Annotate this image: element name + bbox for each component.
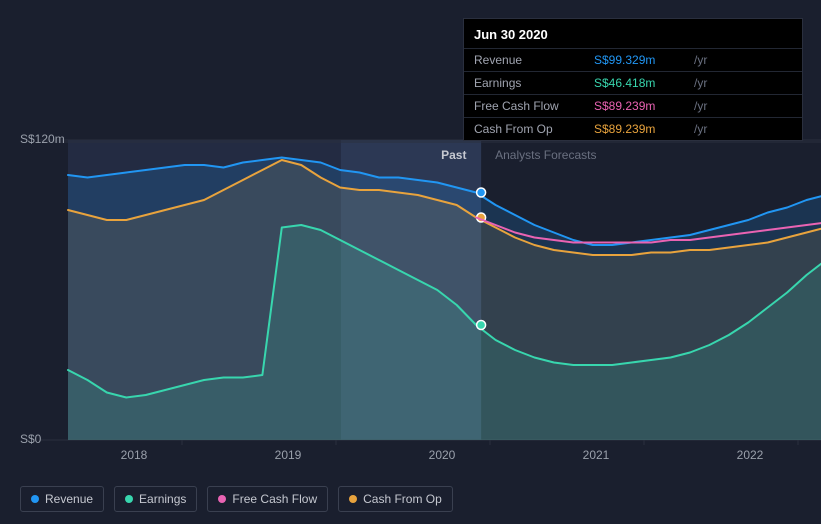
legend-dot-icon — [31, 495, 39, 503]
tooltip-unit: /yr — [694, 53, 707, 67]
tooltip-metric-value: S$99.329m — [594, 53, 694, 67]
past-label: Past — [441, 148, 449, 162]
legend-item-cash-from-op[interactable]: Cash From Op — [338, 486, 453, 512]
legend-item-revenue[interactable]: Revenue — [20, 486, 104, 512]
tooltip-metric-label: Revenue — [474, 53, 594, 67]
tooltip-date: Jun 30 2020 — [464, 19, 802, 48]
legend-label: Free Cash Flow — [232, 492, 317, 506]
tooltip-metric-label: Cash From Op — [474, 122, 594, 136]
legend-dot-icon — [349, 495, 357, 503]
y-axis-label: S$0 — [20, 432, 41, 446]
y-axis-label: S$120m — [20, 132, 65, 146]
tooltip-unit: /yr — [694, 99, 707, 113]
legend-label: Cash From Op — [363, 492, 442, 506]
chart-tooltip: Jun 30 2020 RevenueS$99.329m/yrEarningsS… — [463, 18, 803, 141]
tooltip-metric-label: Earnings — [474, 76, 594, 90]
tooltip-metric-value: S$46.418m — [594, 76, 694, 90]
tooltip-row: RevenueS$99.329m/yr — [464, 48, 802, 71]
chart-legend: Revenue Earnings Free Cash Flow Cash From O… — [20, 486, 453, 512]
legend-label: Revenue — [45, 492, 93, 506]
legend-dot-icon — [218, 495, 226, 503]
tooltip-unit: /yr — [694, 76, 707, 90]
x-axis-label: 2020 — [429, 448, 456, 462]
tooltip-metric-value: S$89.239m — [594, 122, 694, 136]
forecast-label: Analysts Forecasts — [487, 148, 596, 162]
legend-item-earnings[interactable]: Earnings — [114, 486, 197, 512]
legend-dot-icon — [125, 495, 133, 503]
tooltip-unit: /yr — [694, 122, 707, 136]
legend-label: Earnings — [139, 492, 186, 506]
x-axis-label: 2022 — [737, 448, 764, 462]
x-axis-label: 2018 — [121, 448, 148, 462]
legend-item-free-cash-flow[interactable]: Free Cash Flow — [207, 486, 328, 512]
tooltip-row: Free Cash FlowS$89.239m/yr — [464, 94, 802, 117]
tooltip-row: Cash From OpS$89.239m/yr — [464, 117, 802, 140]
x-axis-label: 2019 — [275, 448, 302, 462]
tooltip-metric-value: S$89.239m — [594, 99, 694, 113]
tooltip-row: EarningsS$46.418m/yr — [464, 71, 802, 94]
tooltip-metric-label: Free Cash Flow — [474, 99, 594, 113]
x-axis-label: 2021 — [583, 448, 610, 462]
